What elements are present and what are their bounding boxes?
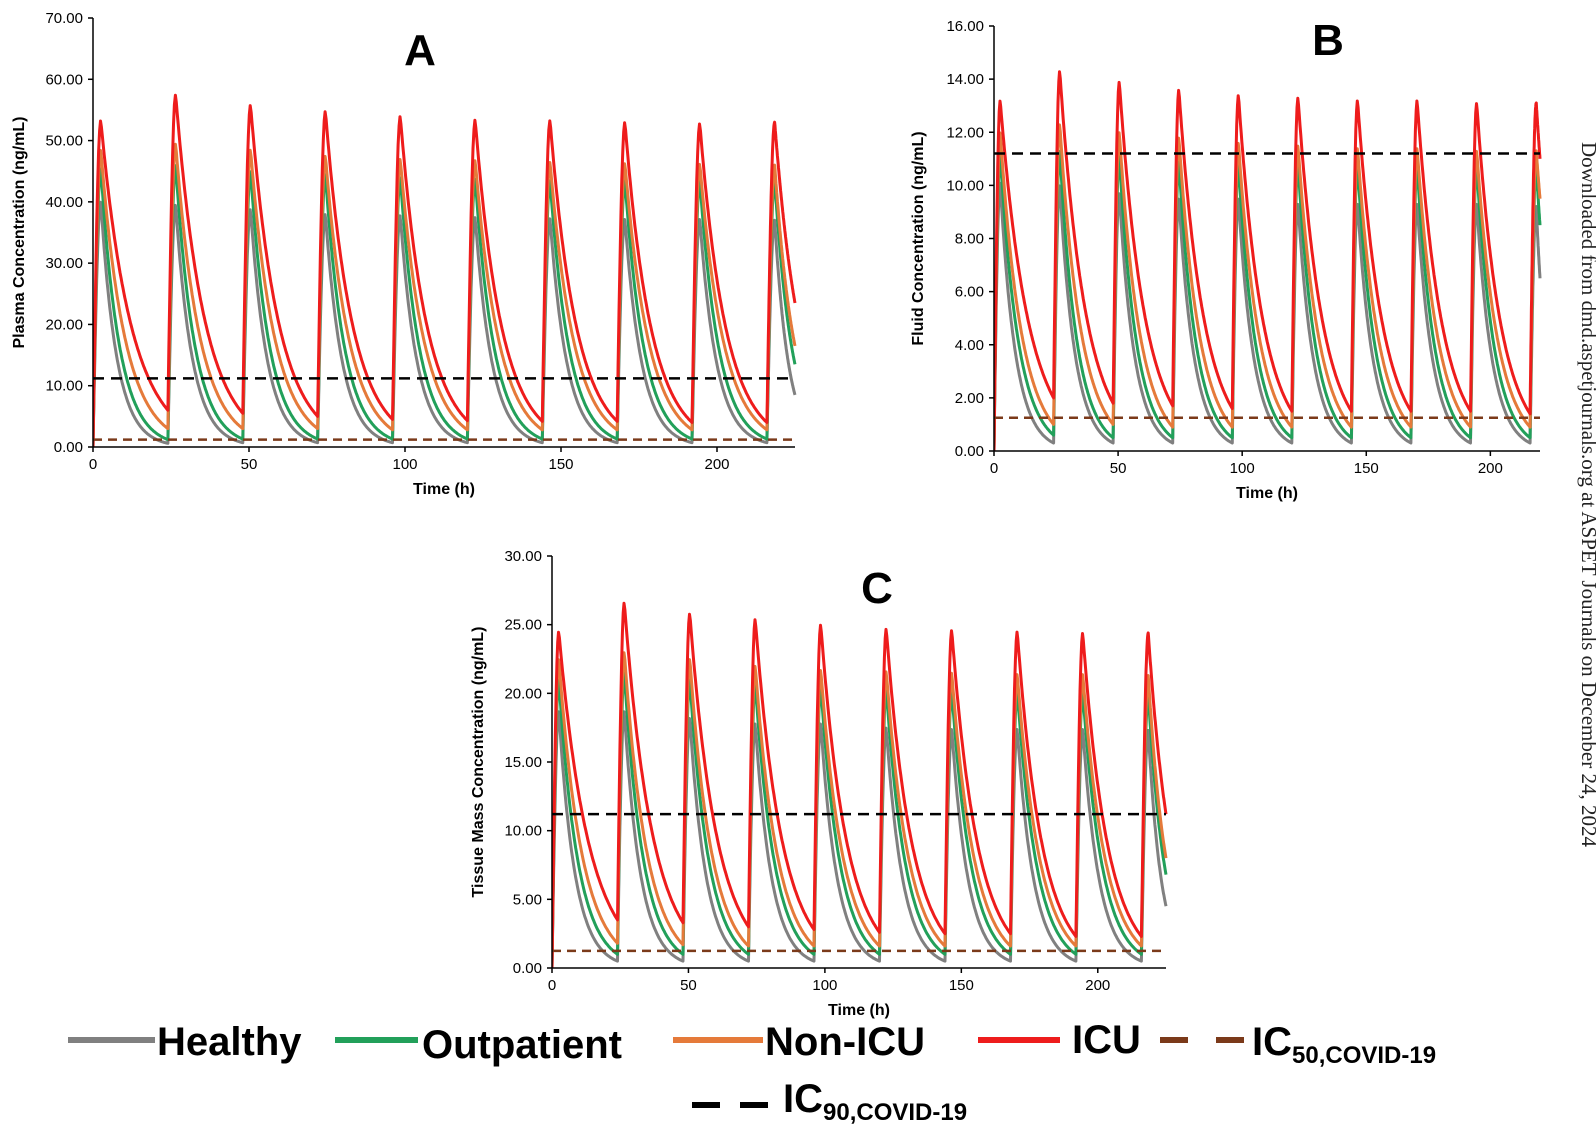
panel-a: A 0.00 10.00 20.00 30.00 40.00 50.00 60.00 70.00… [11,10,797,498]
panel-b-y-tick-label: 8.00 [955,231,984,248]
panel-b-y-axis-title: Fluid Concentration (ng/mL) [910,131,927,345]
panel-b-x-tick-label: 50 [1110,460,1127,477]
panel-b: B 0.00 2.00 4.00 6.00 8.00 10.00 12.00 14.00 16.0… [910,16,1542,502]
panel-a-y-tick-label: 10.00 [45,378,83,395]
panel-b-y-tick-label: 0.00 [955,443,984,460]
panel-c-y-tick-label: 5.00 [513,891,542,908]
panel-c-y-tick-label: 0.00 [513,960,542,977]
panel-c-series-healthy [552,710,1168,968]
panel-c-y-tick-label: 30.00 [504,548,542,565]
panel-a-x-tick-label: 50 [241,456,258,473]
panel-b-y-tick-label: 12.00 [946,124,984,141]
panel-c-series-outpatient [552,671,1168,968]
panel-a-y-tick-label: 60.00 [45,71,83,88]
legend-label-ic50: IC50,COVID-19 [1252,1020,1436,1069]
panel-c-x-tick-label: 200 [1085,977,1110,994]
panel-c-x-tick-label: 0 [548,977,556,994]
panel-a-y-tick-label: 70.00 [45,10,83,27]
legend-label-outpatient: Outpatient [422,1023,622,1067]
panel-c-x-tick-label: 50 [680,977,697,994]
legend-label-ic50-main: IC [1252,1020,1292,1064]
panel-c-x-axis-title: Time (h) [828,1002,890,1019]
legend-label-non-icu: Non-ICU [765,1020,925,1064]
panel-a-series-non-icu [93,142,797,447]
panel-b-y-tick-label: 6.00 [955,284,984,301]
panel-b-y-tick-label: 4.00 [955,337,984,354]
panel-b-x-tick-label: 200 [1478,460,1503,477]
panel-a-x-tick-label: 100 [392,456,417,473]
legend-label-icu: ICU [1072,1018,1141,1062]
panel-c-x-tick-label: 150 [949,977,974,994]
panel-c: C 0.00 5.00 10.00 15.00 20.00 25.00 30.00 0 50 100… [470,548,1168,1019]
panel-b-y-tick-label: 14.00 [946,71,984,88]
panel-a-y-axis-title: Plasma Concentration (ng/mL) [11,116,28,348]
panel-c-y-tick-label: 25.00 [504,617,542,634]
panel-c-y-tick-label: 10.00 [504,823,542,840]
panel-b-series-icu [994,70,1542,451]
panel-b-x-tick-label: 0 [990,460,998,477]
panel-a-x-tick-label: 200 [704,456,729,473]
panel-c-y-axis-title: Tissue Mass Concentration (ng/mL) [470,627,487,898]
panel-a-x-axis-title: Time (h) [413,481,475,498]
panel-b-x-tick-label: 150 [1354,460,1379,477]
panel-a-x-tick-label: 150 [548,456,573,473]
panel-a-y-tick-label: 20.00 [45,316,83,333]
panel-a-y-tick-label: 50.00 [45,133,83,150]
panel-b-series-outpatient [994,149,1542,451]
legend-label-ic50-sub: 50,COVID-19 [1292,1042,1436,1069]
panel-a-x-tick-label: 0 [89,456,97,473]
panel-a-letter: A [404,26,436,75]
panel-c-y-tick-label: 20.00 [504,685,542,702]
panel-b-x-tick-label: 100 [1230,460,1255,477]
panel-a-series-icu [93,93,797,447]
watermark-text: Downloaded from dmd.aspetjournals.org at… [1577,142,1596,847]
panel-b-y-tick-label: 16.00 [946,18,984,35]
panel-b-y-tick-label: 10.00 [946,177,984,194]
panel-a-y-tick-label: 30.00 [45,255,83,272]
panel-c-letter: C [861,564,893,613]
legend-label-ic90: IC90,COVID-19 [783,1077,967,1126]
legend-label-ic90-sub: 90,COVID-19 [823,1099,967,1126]
legend-label-ic90-main: IC [783,1077,823,1121]
panel-a-series-outpatient [93,164,797,447]
panel-b-series-non-icu [994,123,1542,451]
panel-b-letter: B [1312,16,1344,65]
panel-b-series-healthy [994,181,1542,451]
panel-b-x-axis-title: Time (h) [1236,485,1298,502]
legend: Healthy Outpatient Non-ICU ICU IC50,COVI… [68,1018,1436,1126]
panel-a-series-healthy [93,200,797,447]
panel-a-y-tick-label: 0.00 [54,439,83,456]
legend-label-healthy: Healthy [157,1020,302,1064]
panel-b-y-tick-label: 2.00 [955,390,984,407]
panel-a-y-tick-label: 40.00 [45,194,83,211]
panel-c-series-non-icu [552,651,1168,968]
panel-c-series-icu [552,601,1168,968]
panel-c-x-tick-label: 100 [812,977,837,994]
panel-c-y-tick-label: 15.00 [504,754,542,771]
